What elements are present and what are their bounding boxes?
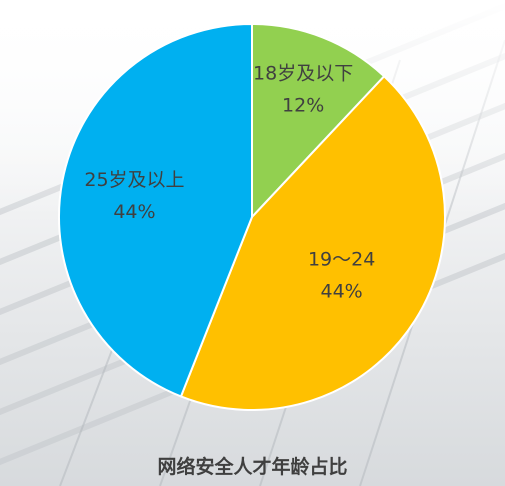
- pie-slices: [58, 22, 446, 411]
- pie-chart: 18岁及以下 12% 19～24 44% 25岁及以上 44%: [58, 22, 446, 411]
- slice-value-18-and-under: 12%: [282, 94, 324, 116]
- pie-slice-19-24: [179, 74, 446, 411]
- pie-labels: 18岁及以下 12% 19～24 44% 25岁及以上 44%: [84, 62, 375, 302]
- slice-value-19-24: 44%: [321, 280, 363, 302]
- chart-title: 网络安全人才年龄占比: [157, 456, 348, 478]
- pie-slice-25-and-over: [58, 22, 253, 398]
- slice-label-18-and-under: 18岁及以下: [253, 62, 353, 84]
- pie-slice-18-and-under: [251, 22, 386, 220]
- slice-value-25-and-over: 44%: [113, 201, 155, 223]
- slice-label-19-24: 19～24: [308, 248, 375, 270]
- slice-label-25-and-over: 25岁及以上: [84, 169, 184, 191]
